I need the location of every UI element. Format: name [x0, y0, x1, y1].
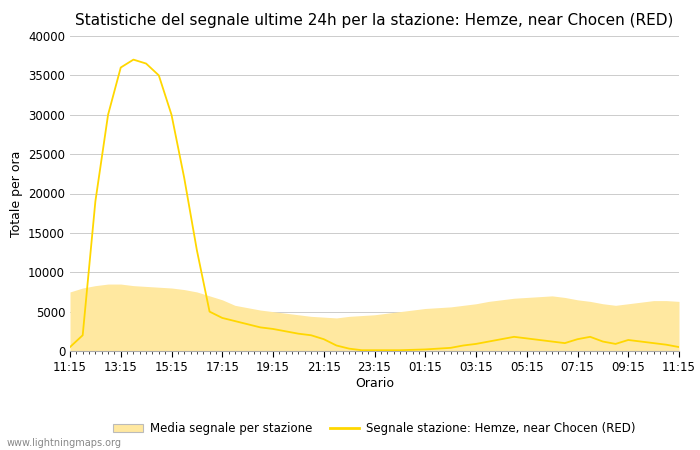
Title: Statistiche del segnale ultime 24h per la stazione: Hemze, near Chocen (RED): Statistiche del segnale ultime 24h per l…: [76, 13, 673, 28]
Legend: Media segnale per stazione, Segnale stazione: Hemze, near Chocen (RED): Media segnale per stazione, Segnale staz…: [108, 417, 640, 440]
Y-axis label: Totale per ora: Totale per ora: [10, 150, 22, 237]
X-axis label: Orario: Orario: [355, 377, 394, 390]
Text: www.lightningmaps.org: www.lightningmaps.org: [7, 438, 122, 448]
